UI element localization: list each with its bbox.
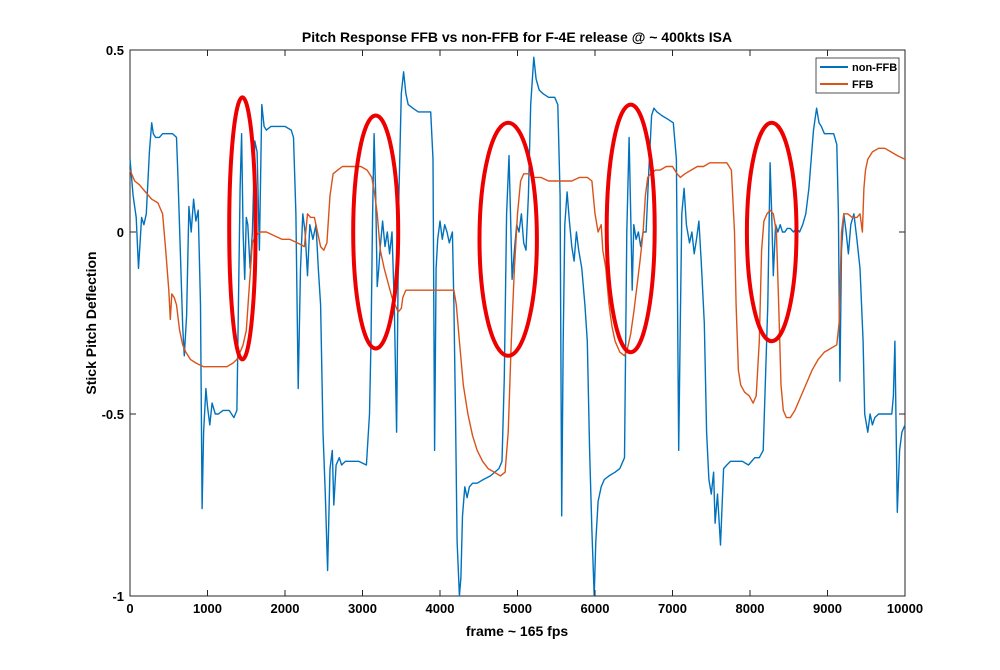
highlight-ellipse-4 <box>604 102 657 355</box>
x-tick-label: 10000 <box>887 601 923 616</box>
highlight-ellipse-1 <box>227 95 258 362</box>
legend-box <box>815 57 900 94</box>
x-tick-label: 4000 <box>426 601 455 616</box>
y-axis-label: Stick Pitch Deflection <box>83 251 99 394</box>
y-tick-label: -1 <box>112 589 124 604</box>
y-tick-label: 0 <box>117 225 124 240</box>
x-tick-label: 7000 <box>658 601 687 616</box>
x-tick-label: 5000 <box>503 601 532 616</box>
x-tick-label: 3000 <box>348 601 377 616</box>
highlight-ellipse-3 <box>477 120 539 358</box>
series-line-ffb <box>129 147 906 477</box>
x-tick-label: 6000 <box>581 601 610 616</box>
chart-title: Pitch Response FFB vs non-FFB for F-4E r… <box>302 29 732 45</box>
highlight-ellipse-2 <box>351 113 401 351</box>
x-tick-label: 0 <box>126 601 133 616</box>
y-tick-label: -0.5 <box>102 407 124 422</box>
x-tick-label: 1000 <box>193 601 222 616</box>
y-tick-label: 0.5 <box>106 43 124 58</box>
x-tick-label: 2000 <box>271 601 300 616</box>
plot-area-frame <box>129 49 906 597</box>
x-axis-label: frame ~ 165 fps <box>466 623 569 639</box>
x-tick-label: 9000 <box>813 601 842 616</box>
legend: non-FFB FFB <box>815 57 900 94</box>
x-tick-label: 8000 <box>736 601 765 616</box>
legend-label-non-ffb: non-FFB <box>852 62 897 74</box>
legend-label-ffb: FFB <box>852 79 873 91</box>
highlight-ellipse-5 <box>744 120 799 344</box>
